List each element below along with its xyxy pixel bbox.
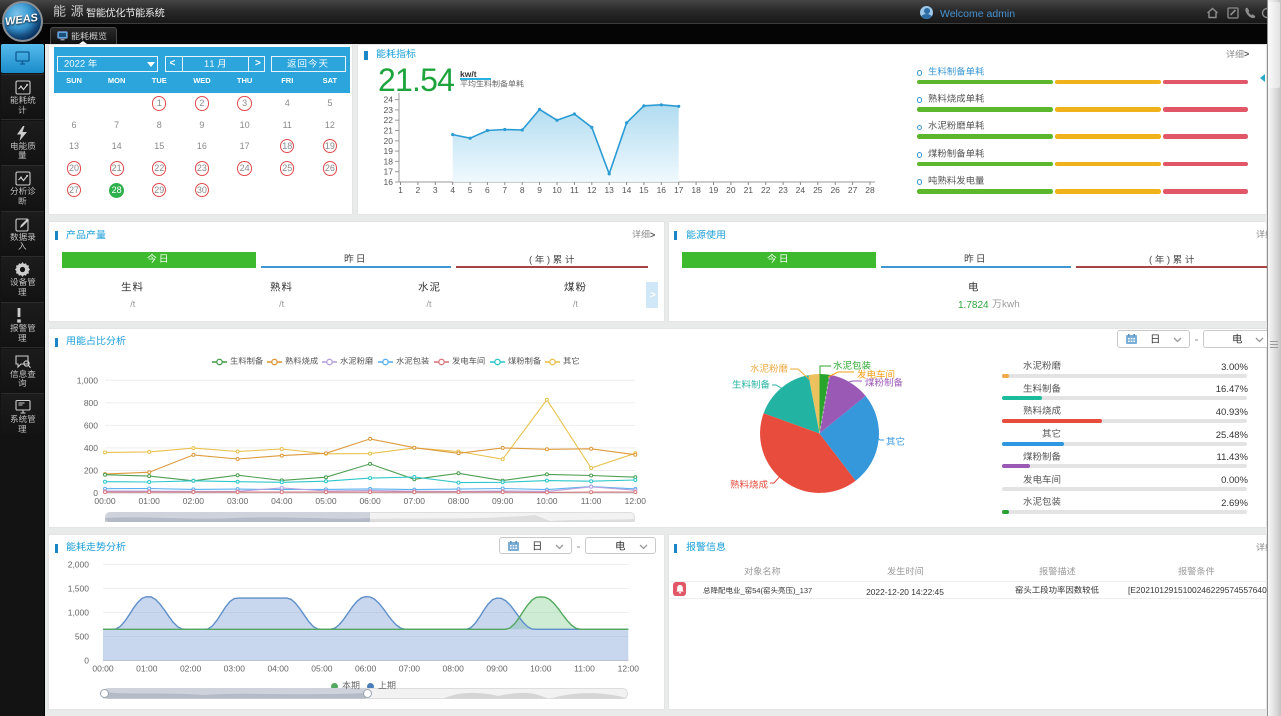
svg-text:08:00: 08:00 [443,664,465,674]
svg-text:11:00: 11:00 [574,664,595,674]
svg-text:21: 21 [384,126,394,136]
svg-text:07:00: 07:00 [399,664,421,674]
svg-text:17: 17 [674,185,684,195]
svg-text:06:00: 06:00 [359,496,381,506]
svg-text:600: 600 [84,420,98,430]
svg-text:09:00: 09:00 [486,664,508,674]
svg-text:16: 16 [384,177,394,187]
svg-text:09:00: 09:00 [492,496,514,506]
svg-text:10:00: 10:00 [536,496,558,506]
svg-text:7: 7 [502,185,507,195]
svg-text:19: 19 [709,185,719,195]
svg-text:07:00: 07:00 [404,496,426,506]
svg-text:22: 22 [761,185,771,195]
svg-text:0: 0 [93,488,98,498]
svg-text:06:00: 06:00 [355,664,377,674]
svg-text:24: 24 [384,95,394,105]
svg-text:500: 500 [75,632,89,642]
svg-text:19: 19 [384,146,394,156]
svg-text:3: 3 [433,185,438,195]
svg-text:10:00: 10:00 [530,664,552,674]
svg-text:25: 25 [813,185,823,195]
svg-text:22: 22 [384,115,394,125]
svg-text:05:00: 05:00 [315,496,337,506]
svg-text:17: 17 [384,167,394,177]
svg-text:27: 27 [848,185,858,195]
svg-text:12:00: 12:00 [618,664,640,674]
svg-text:12: 12 [587,185,597,195]
svg-text:13: 13 [604,185,614,195]
svg-text:11: 11 [570,185,579,195]
svg-text:6: 6 [485,185,490,195]
svg-text:01:00: 01:00 [139,496,161,506]
svg-text:01:00: 01:00 [136,664,158,674]
svg-text:1: 1 [398,185,403,195]
svg-text:10: 10 [552,185,562,195]
svg-text:20: 20 [726,185,736,195]
svg-text:1,000: 1,000 [77,375,99,385]
svg-text:1,000: 1,000 [68,608,90,618]
svg-text:4: 4 [450,185,455,195]
svg-text:12:00: 12:00 [625,496,647,506]
svg-text:9: 9 [537,185,542,195]
svg-text:400: 400 [84,443,98,453]
svg-text:08:00: 08:00 [448,496,470,506]
svg-text:14: 14 [622,185,632,195]
svg-text:03:00: 03:00 [224,664,246,674]
svg-text:00:00: 00:00 [92,664,114,674]
svg-text:00:00: 00:00 [94,496,116,506]
svg-text:18: 18 [691,185,701,195]
svg-text:21: 21 [744,185,754,195]
svg-text:02:00: 02:00 [180,664,202,674]
svg-text:11:00: 11:00 [581,496,602,506]
svg-text:03:00: 03:00 [227,496,249,506]
svg-text:15: 15 [639,185,649,195]
svg-text:23: 23 [384,105,394,115]
svg-text:02:00: 02:00 [183,496,205,506]
svg-text:24: 24 [796,185,806,195]
svg-text:8: 8 [520,185,525,195]
svg-text:16: 16 [657,185,667,195]
svg-text:28: 28 [865,185,875,195]
svg-text:200: 200 [84,466,98,476]
svg-text:800: 800 [84,398,98,408]
svg-text:05:00: 05:00 [311,664,333,674]
svg-text:26: 26 [830,185,840,195]
svg-text:18: 18 [384,156,394,166]
svg-text:04:00: 04:00 [267,664,289,674]
svg-text:2,000: 2,000 [68,560,90,570]
svg-text:20: 20 [384,136,394,146]
svg-text:1,500: 1,500 [68,584,90,594]
svg-text:04:00: 04:00 [271,496,293,506]
svg-text:2: 2 [416,185,421,195]
svg-text:5: 5 [468,185,473,195]
svg-text:23: 23 [778,185,788,195]
svg-text:0: 0 [84,656,89,666]
